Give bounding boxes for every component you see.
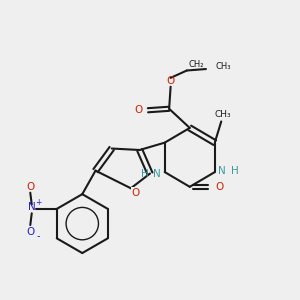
Text: H: H xyxy=(231,166,239,176)
Text: N: N xyxy=(153,169,161,178)
Text: N: N xyxy=(28,202,36,212)
Text: -: - xyxy=(37,231,40,241)
Text: O: O xyxy=(131,188,140,198)
Text: O: O xyxy=(134,105,142,115)
Text: N: N xyxy=(218,166,226,176)
Text: O: O xyxy=(26,182,34,192)
Text: H: H xyxy=(141,169,148,178)
Text: CH₃: CH₃ xyxy=(214,110,231,119)
Text: +: + xyxy=(35,198,41,207)
Text: O: O xyxy=(26,226,34,237)
Text: O: O xyxy=(215,182,223,192)
Text: CH₃: CH₃ xyxy=(215,61,231,70)
Text: CH₂: CH₂ xyxy=(189,59,204,68)
Text: O: O xyxy=(167,76,175,86)
